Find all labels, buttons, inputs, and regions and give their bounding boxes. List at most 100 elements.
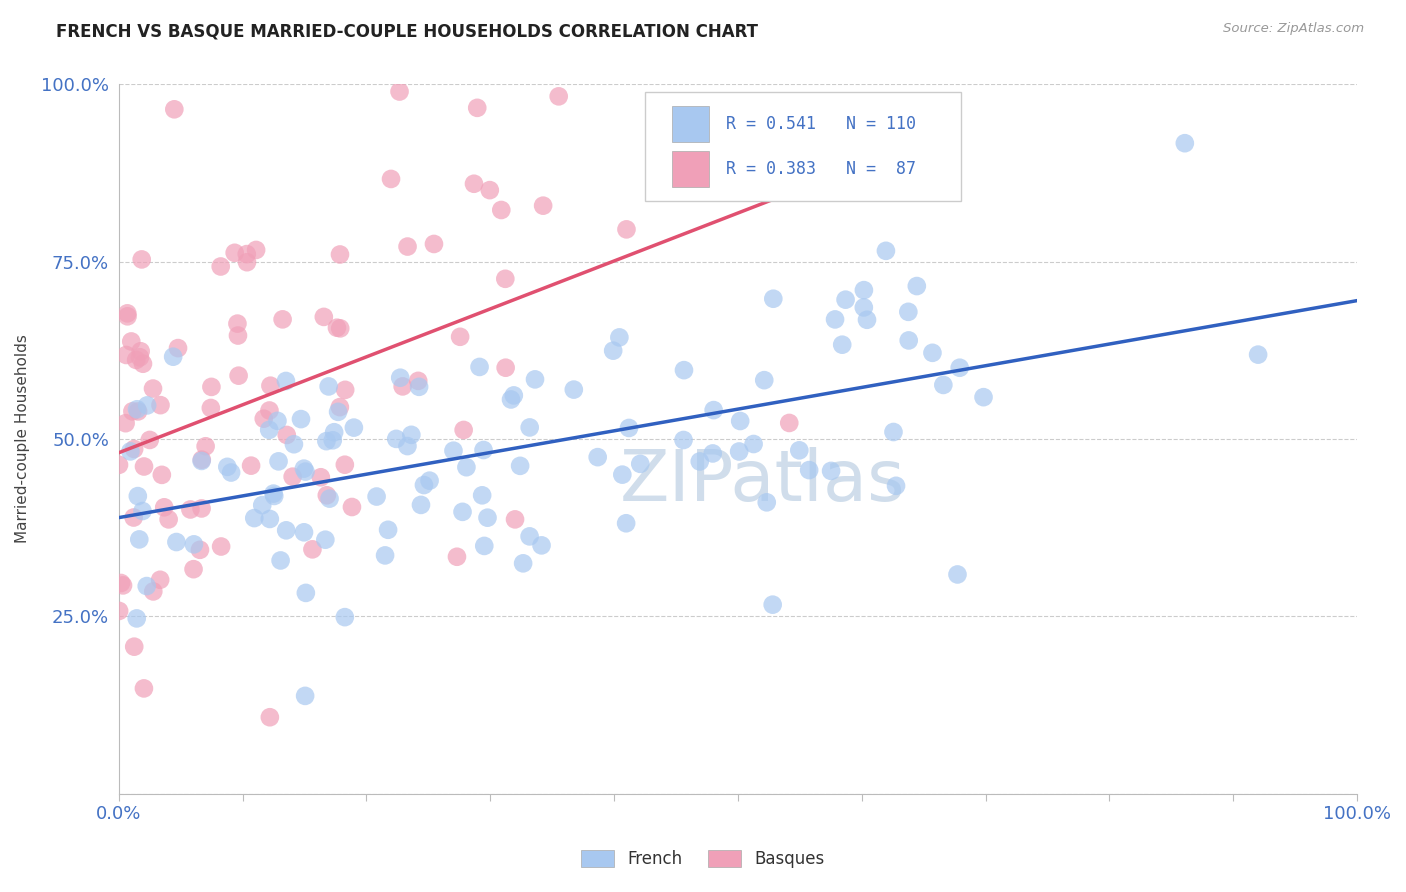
Point	[503, 512, 526, 526]
Point	[117, 310, 139, 324]
Point	[385, 432, 408, 446]
Point	[491, 202, 513, 217]
Point	[292, 461, 315, 475]
Point	[453, 423, 475, 437]
Point	[408, 380, 430, 394]
Point	[309, 470, 332, 484]
Point	[138, 433, 160, 447]
Point	[406, 374, 429, 388]
Point	[132, 681, 155, 696]
Point	[614, 516, 637, 531]
Point	[396, 439, 419, 453]
Point	[245, 243, 267, 257]
Point	[852, 301, 875, 315]
Point	[875, 244, 897, 258]
Point	[389, 370, 412, 384]
Point	[112, 578, 135, 592]
Point	[672, 433, 695, 447]
Point	[290, 412, 312, 426]
Point	[209, 260, 232, 274]
Point	[157, 512, 180, 526]
Point	[183, 537, 205, 551]
Point	[188, 542, 211, 557]
Point	[281, 469, 304, 483]
Point	[240, 458, 263, 473]
Point	[270, 553, 292, 567]
Point	[236, 247, 259, 261]
Point	[856, 312, 879, 326]
Point	[209, 540, 232, 554]
Point	[259, 710, 281, 724]
Point	[949, 360, 972, 375]
FancyBboxPatch shape	[672, 106, 710, 142]
Point	[274, 374, 297, 388]
Point	[789, 443, 811, 458]
Point	[921, 346, 943, 360]
Point	[468, 359, 491, 374]
Point	[797, 463, 820, 477]
Point	[165, 535, 187, 549]
Point	[882, 425, 904, 439]
Point	[117, 306, 139, 320]
Point	[292, 525, 315, 540]
Point	[318, 379, 340, 393]
Point	[502, 388, 524, 402]
Point	[315, 488, 337, 502]
Point	[335, 383, 357, 397]
Point	[110, 576, 132, 591]
Point	[121, 404, 143, 418]
Point	[672, 363, 695, 377]
Point	[125, 402, 148, 417]
Point	[125, 353, 148, 368]
Point	[142, 584, 165, 599]
Point	[778, 416, 800, 430]
Point	[122, 640, 145, 654]
Point	[257, 423, 280, 437]
Point	[200, 401, 222, 415]
Text: Source: ZipAtlas.com: Source: ZipAtlas.com	[1223, 22, 1364, 36]
Point	[294, 689, 316, 703]
Text: R = 0.383   N =  87: R = 0.383 N = 87	[725, 160, 915, 178]
Point	[259, 378, 281, 392]
Point	[616, 222, 638, 236]
Point	[973, 390, 995, 404]
Point	[897, 334, 920, 348]
Point	[755, 495, 778, 509]
Point	[884, 479, 907, 493]
Point	[612, 467, 634, 482]
Point	[163, 103, 186, 117]
Point	[253, 411, 276, 425]
Point	[852, 283, 875, 297]
Point	[754, 373, 776, 387]
Point	[380, 172, 402, 186]
Point	[122, 442, 145, 456]
Y-axis label: Married-couple Households: Married-couple Households	[15, 334, 30, 543]
Point	[200, 380, 222, 394]
Point	[834, 293, 856, 307]
Point	[179, 502, 201, 516]
Point	[226, 328, 249, 343]
Point	[224, 245, 246, 260]
Point	[388, 85, 411, 99]
Point	[228, 368, 250, 383]
Point	[419, 474, 441, 488]
Point	[323, 425, 346, 440]
Point	[136, 399, 159, 413]
Point	[108, 458, 131, 472]
Point	[142, 382, 165, 396]
Point	[322, 434, 344, 448]
Point	[127, 404, 149, 418]
Point	[329, 247, 352, 261]
Point	[236, 255, 259, 269]
Point	[562, 383, 585, 397]
Point	[149, 398, 172, 412]
Point	[190, 501, 212, 516]
Point	[524, 372, 547, 386]
Point	[340, 500, 363, 514]
Point	[295, 586, 318, 600]
Point	[449, 330, 471, 344]
Point	[728, 414, 751, 428]
Point	[333, 610, 356, 624]
Point	[1247, 348, 1270, 362]
Point	[1174, 136, 1197, 151]
